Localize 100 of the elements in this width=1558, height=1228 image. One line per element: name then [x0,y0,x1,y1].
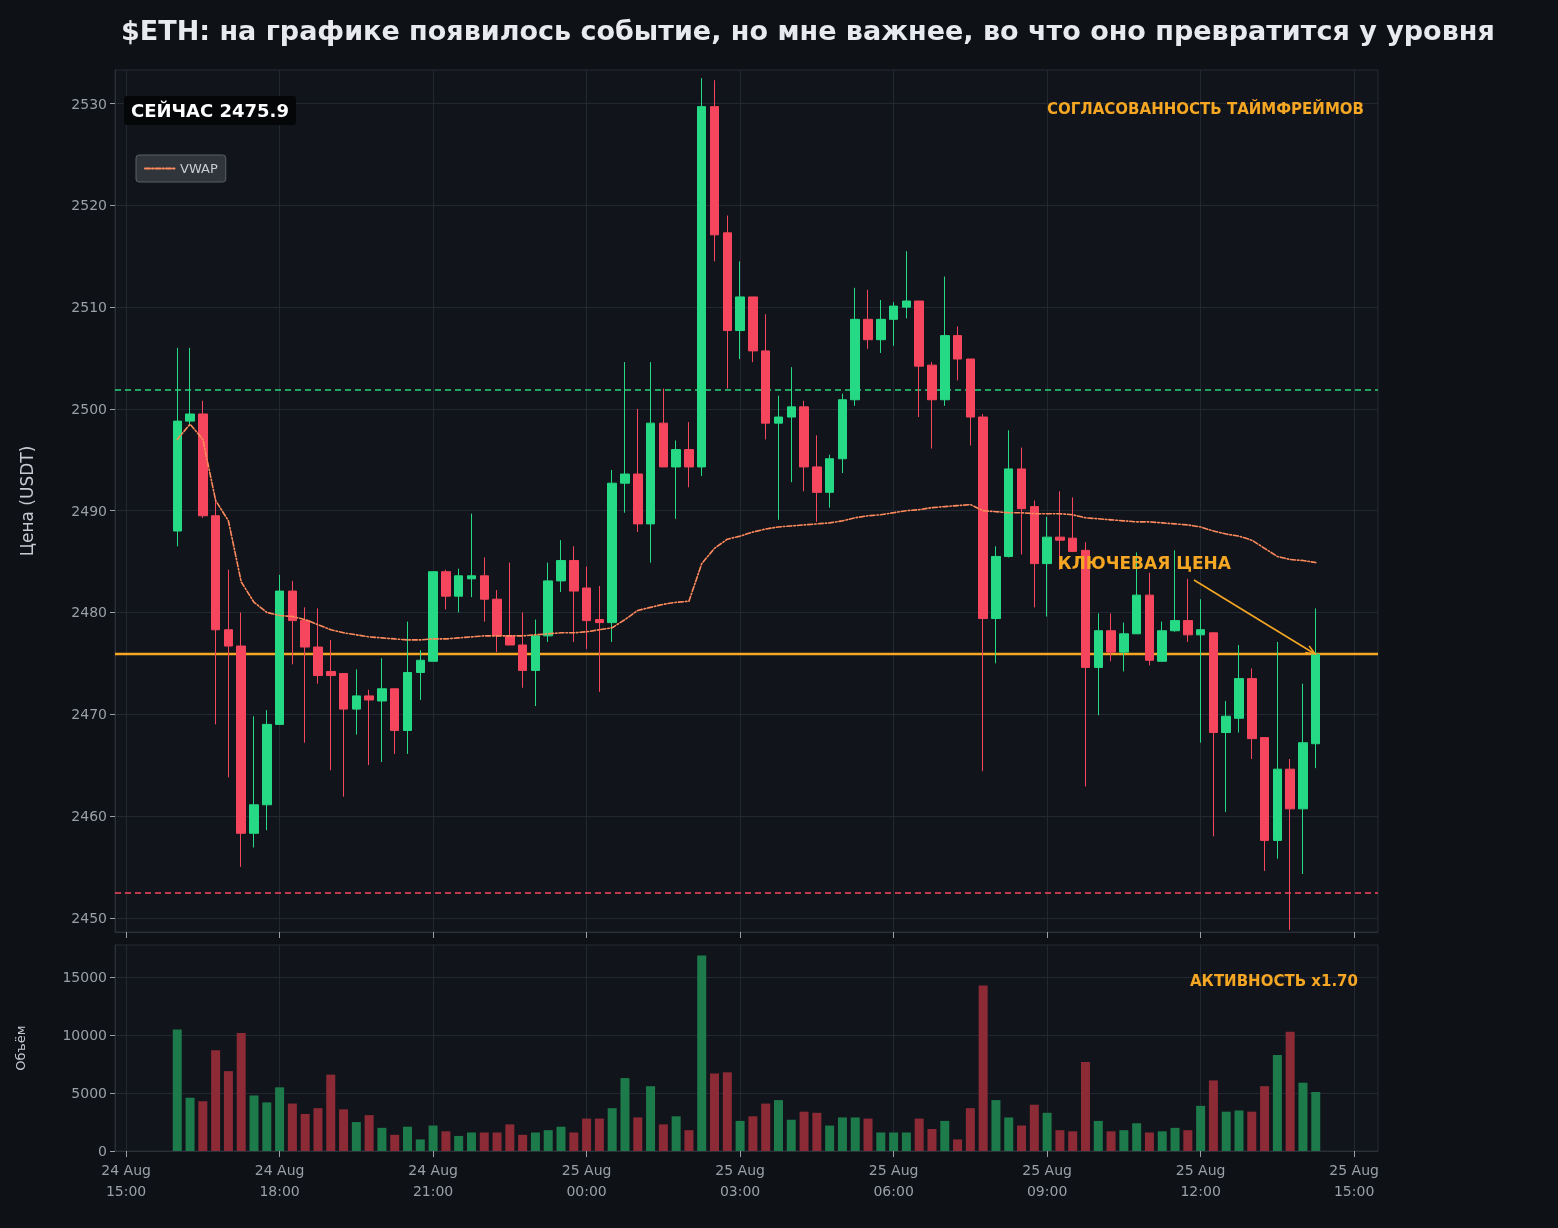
x-tick-label: 25 Aug 06:00 [868,1161,919,1199]
bar [786,1119,796,1151]
candlestick [364,689,374,766]
bar [633,1117,643,1151]
candlestick [224,569,233,778]
bar [428,1125,438,1151]
candlestick [684,421,694,488]
candlestick [607,469,617,643]
candlestick [876,299,886,354]
y-axis-title: Цена (USDT) [16,445,37,557]
bar [185,1097,195,1151]
candlestick [659,388,668,468]
bar [1311,1091,1321,1151]
bar [198,1101,208,1151]
candlestick [1004,429,1013,558]
bar [1093,1120,1103,1151]
bar [1042,1112,1052,1151]
bar [812,1112,822,1151]
bar [1170,1127,1180,1151]
bar [620,1078,630,1151]
x-tick-label: 25 Aug 15:00 [1329,1161,1379,1199]
bar [722,1072,732,1151]
candlestick [262,709,272,831]
bar [339,1109,349,1151]
bar [658,1124,668,1151]
bar [850,1117,860,1151]
y-tick-label: 15000 [62,969,107,986]
candlestick [748,296,758,363]
bar [671,1116,681,1151]
bar [953,1139,963,1151]
bar [799,1111,809,1151]
bar [211,1050,221,1151]
bar [1208,1080,1218,1151]
candlestick [825,454,834,509]
bar [582,1118,592,1151]
bar [441,1131,451,1151]
bar [1272,1054,1282,1151]
bar [403,1126,413,1151]
candlestick [492,589,502,653]
candlestick [1068,496,1077,552]
candlestick [377,657,387,763]
candlestick [1157,621,1167,662]
candlestick [799,400,809,492]
candlestick [582,566,591,650]
y-tick-label: 2490 [71,502,107,519]
x-tick-label: 25 Aug 12:00 [1175,1161,1226,1199]
x-tick-label: 24 Aug 15:00 [101,1161,151,1199]
candlestick [761,313,770,440]
bar [914,1118,924,1151]
y-tick-label: 0 [98,1143,107,1159]
candlestick [978,413,988,772]
legend-label: VWAP [180,161,218,176]
candlestick [1030,499,1039,608]
candlestick [352,668,361,736]
bar [415,1139,425,1151]
bar [1247,1111,1257,1151]
candlestick [812,434,822,523]
bar [1260,1086,1270,1151]
x-tick-label: 24 Aug 21:00 [408,1161,458,1199]
candlestick [518,611,527,689]
candlestick [428,571,438,662]
bar [518,1134,528,1151]
bar [1183,1130,1193,1151]
candlestick [441,569,451,610]
candlestick [339,673,348,798]
bar [1106,1131,1116,1151]
candlestick [1017,447,1026,555]
bar [569,1132,579,1151]
y-tick-label: 2460 [71,807,107,824]
bar [837,1117,847,1151]
bar [313,1108,323,1151]
bar [697,955,707,1151]
candlestick [1209,632,1218,837]
candlestick [313,607,323,685]
x-tick-label: 25 Aug 09:00 [1022,1161,1072,1199]
candlestick [710,79,719,262]
bar [607,1108,617,1151]
bar [1157,1131,1167,1151]
bar [505,1124,515,1151]
candlestick [966,358,975,447]
y-tick-label: 2500 [71,400,107,417]
line-series [176,423,1317,641]
candlestick [1119,622,1129,672]
bar [1132,1123,1142,1151]
candlestick [1260,737,1269,872]
x-tick-label: 25 Aug 03:00 [715,1161,765,1199]
y-tick-label: 10000 [62,1027,107,1044]
bar [390,1134,400,1151]
bar [825,1125,835,1151]
candlestick [1094,612,1103,716]
bar [454,1135,464,1151]
bar [940,1120,950,1151]
bar [1029,1104,1039,1151]
candlestick [914,300,924,418]
y-tick-label: 2510 [71,299,107,316]
candlestick [889,301,898,347]
y-tick-label: 2470 [71,706,107,723]
candlestick [953,325,962,381]
candlestick [1106,612,1116,662]
bar [978,985,988,1151]
